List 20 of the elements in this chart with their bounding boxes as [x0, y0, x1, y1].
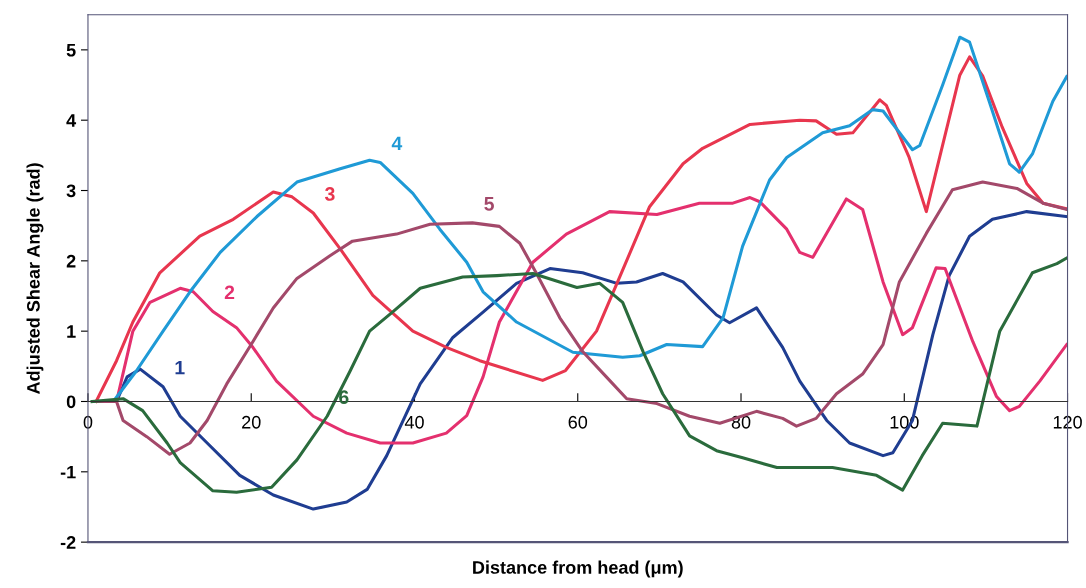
annotation: 5 — [484, 197, 494, 211]
y-tick-label: 5 — [66, 43, 76, 57]
x-tick-label: 40 — [404, 415, 424, 429]
y-tick-label: -1 — [60, 465, 76, 479]
x-tick-label: 20 — [242, 415, 261, 429]
y-axis-title: Adjusted Shear Angle (rad) — [26, 163, 44, 394]
x-tick-label: 0 — [83, 415, 93, 429]
annotation: 1 — [175, 360, 185, 375]
annotation: 3 — [324, 187, 335, 201]
x-tick-label: 60 — [568, 415, 588, 429]
y-tick-label: 2 — [66, 254, 76, 268]
annotation: 2 — [224, 285, 235, 300]
y-tick-label: -2 — [60, 536, 76, 549]
y-tick-label: 0 — [66, 395, 76, 409]
annotation: 4 — [391, 136, 403, 151]
y-tick-label: 4 — [66, 114, 77, 127]
y-tick-label: 1 — [67, 325, 76, 338]
x-axis-title: Distance from head (μm) — [473, 560, 683, 578]
y-tick-label: 3 — [66, 184, 76, 198]
annotation: 6 — [339, 390, 349, 405]
